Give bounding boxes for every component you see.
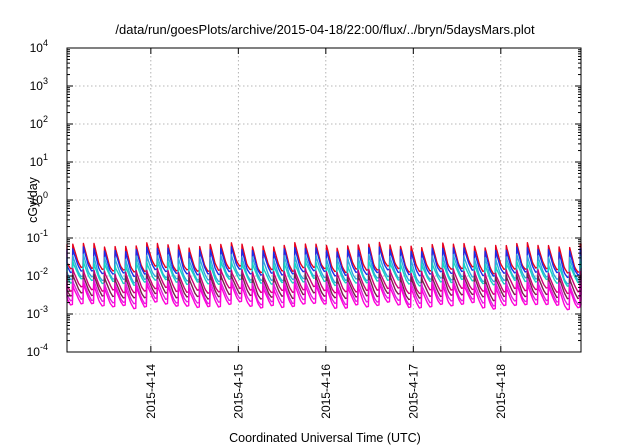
x-axis: 2015-4-14 2015-4-15 2015-4-16 2015-4-17 2015… bbox=[144, 48, 508, 419]
y-tick-label: 101 bbox=[30, 152, 48, 169]
y-tick-label: 102 bbox=[30, 114, 48, 131]
y-tick-label: 10-4 bbox=[27, 342, 48, 359]
y-tick-label: 10-1 bbox=[27, 228, 48, 245]
y-tick-label: 10-2 bbox=[27, 266, 48, 283]
x-tick-label: 2015-4-16 bbox=[319, 364, 333, 419]
y-tick-label: 103 bbox=[30, 76, 48, 93]
chart-title: /data/run/goesPlots/archive/2015-04-18/2… bbox=[115, 22, 535, 37]
y-axis-label: cGy/day bbox=[26, 176, 40, 223]
series-line-4 bbox=[66, 259, 582, 287]
x-axis-label: Coordinated Universal Time (UTC) bbox=[229, 431, 421, 445]
x-tick-label: 2015-4-17 bbox=[406, 364, 420, 419]
y-tick-label: 104 bbox=[30, 38, 48, 55]
series-line-2 bbox=[66, 246, 582, 279]
series-line-8 bbox=[66, 282, 582, 311]
series-line-1 bbox=[66, 241, 582, 275]
series-line-5 bbox=[66, 267, 582, 295]
y-tick-label: 100 bbox=[30, 190, 48, 207]
series-lines bbox=[66, 241, 582, 311]
series-line-6 bbox=[66, 272, 582, 302]
y-axis: 10-4 10-3 10-2 10-1 100 101 102 103 104 bbox=[27, 38, 581, 359]
y-tick-label: 10-3 bbox=[27, 304, 48, 321]
series-line-7 bbox=[66, 278, 582, 307]
x-tick-label: 2015-4-15 bbox=[231, 364, 245, 419]
x-tick-label: 2015-4-14 bbox=[144, 364, 158, 419]
x-tick-label: 2015-4-18 bbox=[494, 364, 508, 419]
